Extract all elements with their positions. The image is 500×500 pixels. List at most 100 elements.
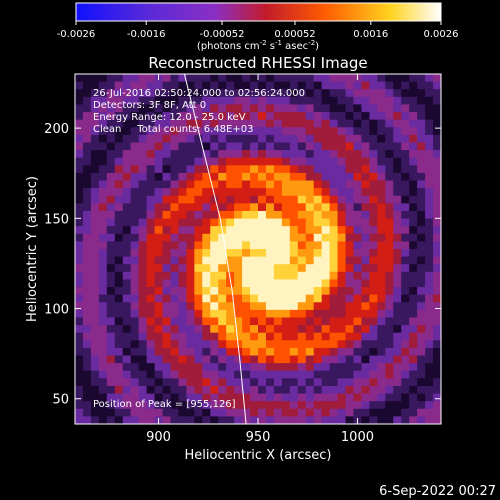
- heatmap-cell: [361, 279, 370, 288]
- heatmap-cell: [234, 393, 243, 402]
- heatmap-cell: [289, 127, 299, 136]
- heatmap-cell: [258, 256, 267, 265]
- heatmap-cell: [305, 203, 315, 212]
- heatmap-cell: [313, 89, 323, 98]
- heatmap-cell: [194, 347, 203, 357]
- heatmap-cell: [258, 317, 267, 326]
- heatmap-cell: [361, 401, 370, 410]
- colorbar-ticks: -0.0026 -0.0016 -0.00052 0.00052 0.0016 0.002…: [57, 21, 459, 40]
- heatmap-cell: [154, 271, 164, 281]
- heatmap-cell: [345, 385, 355, 395]
- heatmap-cell: [242, 89, 251, 98]
- heatmap-cell: [250, 264, 259, 273]
- heatmap-cell: [138, 218, 148, 227]
- heatmap-cell: [122, 134, 132, 144]
- heatmap-cell: [353, 408, 363, 417]
- heatmap-cell: [393, 325, 402, 334]
- heatmap-cell: [377, 188, 386, 197]
- heatmap-cell: [162, 393, 172, 402]
- heatmap-cell: [313, 112, 323, 121]
- heatmap-cell: [258, 165, 267, 174]
- heatmap-cell: [98, 134, 108, 144]
- heatmap-cell: [433, 203, 441, 212]
- heatmap-cell: [297, 363, 307, 372]
- heatmap-cell: [369, 401, 378, 410]
- heatmap-cell: [401, 218, 410, 227]
- heatmap-cell: [337, 89, 347, 98]
- heatmap-cell: [82, 150, 92, 159]
- heatmap-cell: [353, 195, 363, 204]
- heatmap-cell: [337, 241, 347, 250]
- heatmap-cell: [321, 385, 331, 395]
- heatmap-cell: [154, 172, 164, 182]
- heatmap-cell: [433, 119, 441, 128]
- heatmap-cell: [210, 416, 219, 424]
- heatmap-cell: [393, 210, 402, 220]
- heatmap-cell: [393, 74, 402, 83]
- heatmap-cell: [337, 210, 347, 220]
- heatmap-cell: [329, 408, 339, 417]
- heatmap-cell: [377, 355, 386, 364]
- heatmap-cell: [234, 317, 243, 326]
- heatmap-cell: [377, 195, 386, 204]
- heatmap-cell: [433, 157, 441, 166]
- heatmap-cell: [138, 74, 148, 83]
- heatmap-cell: [122, 112, 132, 121]
- heatmap-cell: [385, 218, 394, 227]
- heatmap-cell: [401, 279, 410, 288]
- heatmap-cell: [433, 385, 441, 395]
- heatmap-cell: [425, 271, 434, 281]
- heatmap-cell: [361, 241, 370, 250]
- heatmap-cell: [82, 89, 92, 98]
- heatmap-cell: [425, 180, 434, 189]
- heatmap-cell: [218, 355, 227, 364]
- heatmap-cell: [250, 294, 259, 303]
- heatmap-cell: [289, 325, 299, 334]
- heatmap-cell: [353, 119, 363, 128]
- heatmap-cell: [106, 287, 116, 296]
- heatmap-cell: [281, 294, 291, 303]
- heatmap-cell: [417, 226, 426, 235]
- heatmap-cell: [106, 218, 116, 227]
- heatmap-cell: [250, 416, 259, 424]
- heatmap-cell: [75, 127, 84, 136]
- heatmap-cell: [297, 96, 307, 106]
- heatmap-cell: [273, 96, 283, 106]
- heatmap-cell: [409, 256, 418, 265]
- heatmap-cell: [329, 165, 339, 174]
- heatmap-cell: [329, 210, 339, 220]
- heatmap-cell: [353, 325, 363, 334]
- heatmap-cell: [361, 218, 370, 227]
- heatmap-cell: [82, 81, 92, 90]
- heatmap-cell: [75, 385, 84, 395]
- heatmap-cell: [337, 401, 347, 410]
- heatmap-cell: [385, 203, 394, 212]
- heatmap-cell: [250, 279, 259, 288]
- heatmap-cell: [250, 401, 259, 410]
- heatmap-cell: [178, 340, 187, 349]
- heatmap-cell: [369, 355, 378, 364]
- heatmap-cell: [401, 256, 410, 265]
- heatmap-cell: [90, 119, 100, 128]
- heatmap-cell: [98, 119, 108, 128]
- heatmap-cell: [297, 256, 307, 265]
- heatmap-cell: [289, 210, 299, 220]
- heatmap-cell: [202, 378, 211, 387]
- heatmap-cell: [265, 74, 275, 83]
- heatmap-cell: [98, 74, 108, 83]
- heatmap-cell: [329, 256, 339, 265]
- heatmap-cell: [146, 317, 156, 326]
- heatmap-cell: [82, 287, 92, 296]
- heatmap-cell: [138, 81, 148, 90]
- heatmap-cell: [114, 302, 124, 311]
- heatmap-cell: [273, 142, 283, 151]
- heatmap-cell: [289, 172, 299, 182]
- heatmap-cell: [321, 210, 331, 220]
- heatmap-cell: [409, 195, 418, 204]
- heatmap-cell: [146, 302, 156, 311]
- heatmap-cell: [369, 378, 378, 387]
- heatmap-cell: [162, 203, 172, 212]
- heatmap-cell: [250, 112, 259, 121]
- heatmap-cell: [329, 233, 339, 242]
- heatmap-cell: [202, 279, 211, 288]
